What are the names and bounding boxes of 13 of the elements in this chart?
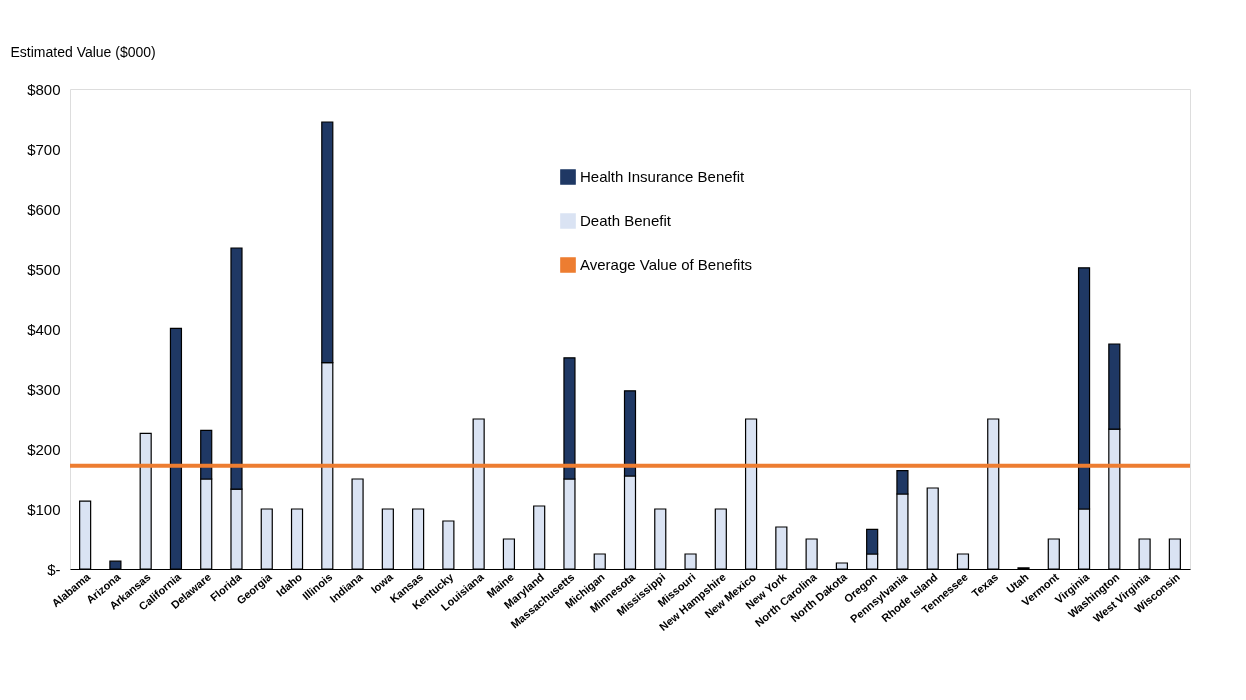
- y-tick-label: $700: [27, 140, 61, 158]
- y-tick-label: $-: [47, 560, 61, 578]
- y-tick-label: $400: [27, 320, 61, 338]
- legend-label: Health Insurance Benefit: [580, 168, 746, 185]
- y-tick-label: $800: [27, 80, 61, 98]
- y-tick-label: $300: [27, 380, 61, 398]
- y-axis-title: Estimated Value ($000): [10, 43, 156, 60]
- y-tick-label: $200: [27, 440, 61, 458]
- y-tick-label: $100: [27, 500, 61, 518]
- legend-label: Death Benefit: [580, 212, 672, 229]
- y-tick-label: $600: [27, 200, 61, 218]
- y-tick-label: $500: [27, 260, 61, 278]
- legend-label: Average Value of Benefits: [580, 256, 753, 273]
